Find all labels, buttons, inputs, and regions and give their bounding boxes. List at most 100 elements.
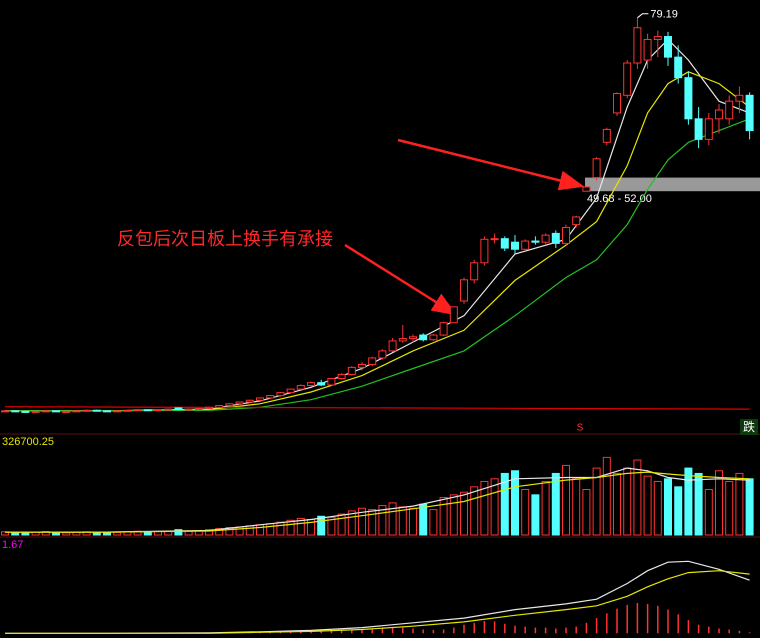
ma-line: [5, 118, 750, 412]
candle-body: [184, 408, 193, 411]
volume-bar: [11, 531, 20, 536]
candle-body: [460, 279, 468, 302]
volume-label: 326700.25: [2, 436, 54, 448]
volume-bar: [62, 532, 71, 536]
volume-bar: [470, 486, 479, 536]
volume-bar: [174, 529, 183, 536]
volume-bar: [500, 472, 509, 536]
candle-body: [368, 357, 377, 365]
candle-body: [725, 100, 734, 120]
volume-bar: [449, 494, 458, 536]
candle-body: [276, 392, 285, 397]
candle-body: [286, 388, 295, 394]
candle-body: [378, 350, 387, 359]
volume-bar: [419, 503, 428, 536]
volume-bar: [143, 531, 152, 536]
volume-bar: [531, 494, 540, 536]
volume-bar: [735, 472, 744, 536]
candle-body: [388, 340, 397, 352]
candle-body: [735, 94, 744, 102]
volume-bar: [52, 532, 60, 536]
candle-body: [266, 395, 275, 399]
high-label: 79.19: [650, 9, 678, 21]
candle-body: [592, 158, 601, 179]
volume-bar: [347, 510, 356, 536]
volume-bar: [490, 478, 499, 536]
candle-body: [602, 128, 611, 143]
volume-bar: [694, 472, 703, 536]
candle-body: [154, 409, 162, 412]
candle-body: [92, 409, 101, 412]
volume-bar: [72, 531, 81, 536]
candle-body: [113, 410, 122, 413]
candle-body: [653, 36, 662, 40]
ma-line: [5, 71, 750, 412]
volume-bar: [521, 489, 530, 536]
volume-bar: [511, 470, 519, 536]
volume-bar: [551, 472, 560, 536]
volume-bar: [562, 464, 570, 536]
candle-body: [439, 322, 448, 336]
candle-body: [296, 385, 305, 390]
volume-bar: [205, 529, 213, 536]
candle-body: [164, 408, 173, 411]
candle-body: [235, 401, 244, 405]
volume-bar: [623, 467, 632, 536]
candle-body: [347, 366, 356, 375]
arrow: [344, 243, 458, 316]
candle-body: [143, 409, 152, 412]
candle-body: [613, 93, 621, 114]
volume-bar: [327, 516, 336, 536]
candle-body: [41, 410, 50, 413]
volume-bar: [245, 525, 254, 536]
candle-body: [704, 118, 713, 140]
candle-body: [194, 407, 203, 410]
volume-bar: [439, 497, 448, 536]
candle-body: [133, 409, 142, 412]
volume-bar: [633, 459, 642, 536]
candle-body: [215, 405, 224, 408]
candle-body: [745, 94, 754, 132]
candle-body: [715, 109, 723, 120]
candle-body: [398, 338, 407, 342]
candle-body: [694, 118, 703, 140]
macd-label: 1.67: [2, 539, 23, 551]
volume-bar: [409, 507, 417, 536]
volume-bar: [358, 507, 366, 536]
candle-body: [429, 334, 438, 341]
volume-bar: [286, 519, 295, 536]
volume-bar: [480, 480, 489, 536]
price-zone: [585, 177, 760, 192]
candle-body: [256, 397, 264, 401]
ma-line: [5, 467, 750, 533]
volume-bar: [460, 491, 468, 536]
candle-body: [358, 363, 366, 368]
signal-s: S: [577, 423, 584, 434]
volume-bar: [653, 480, 662, 536]
volume-bar: [602, 456, 611, 536]
candle-body: [643, 38, 652, 61]
volume-bar: [643, 475, 652, 536]
ma-line: [5, 570, 750, 634]
candle-body: [633, 27, 642, 64]
candle-body: [11, 410, 20, 413]
volume-bar: [715, 470, 723, 536]
volume-bar: [378, 505, 387, 536]
candle-body: [521, 240, 530, 250]
candle-body: [72, 410, 81, 413]
signal-fall: 跌: [743, 419, 755, 434]
volume-bar: [704, 489, 713, 536]
candle-body: [103, 410, 111, 413]
volume-bar: [266, 523, 275, 536]
candle-body: [52, 410, 60, 413]
signal-box: [740, 419, 758, 435]
candle-body: [562, 227, 570, 244]
candle-body: [449, 306, 458, 324]
candle-body: [480, 238, 489, 264]
high-marker: [637, 13, 649, 19]
candle-body: [674, 56, 683, 79]
candle-body: [531, 240, 540, 243]
zone-label: 49.68 - 52.00: [587, 193, 652, 205]
candle-body: [541, 234, 550, 243]
